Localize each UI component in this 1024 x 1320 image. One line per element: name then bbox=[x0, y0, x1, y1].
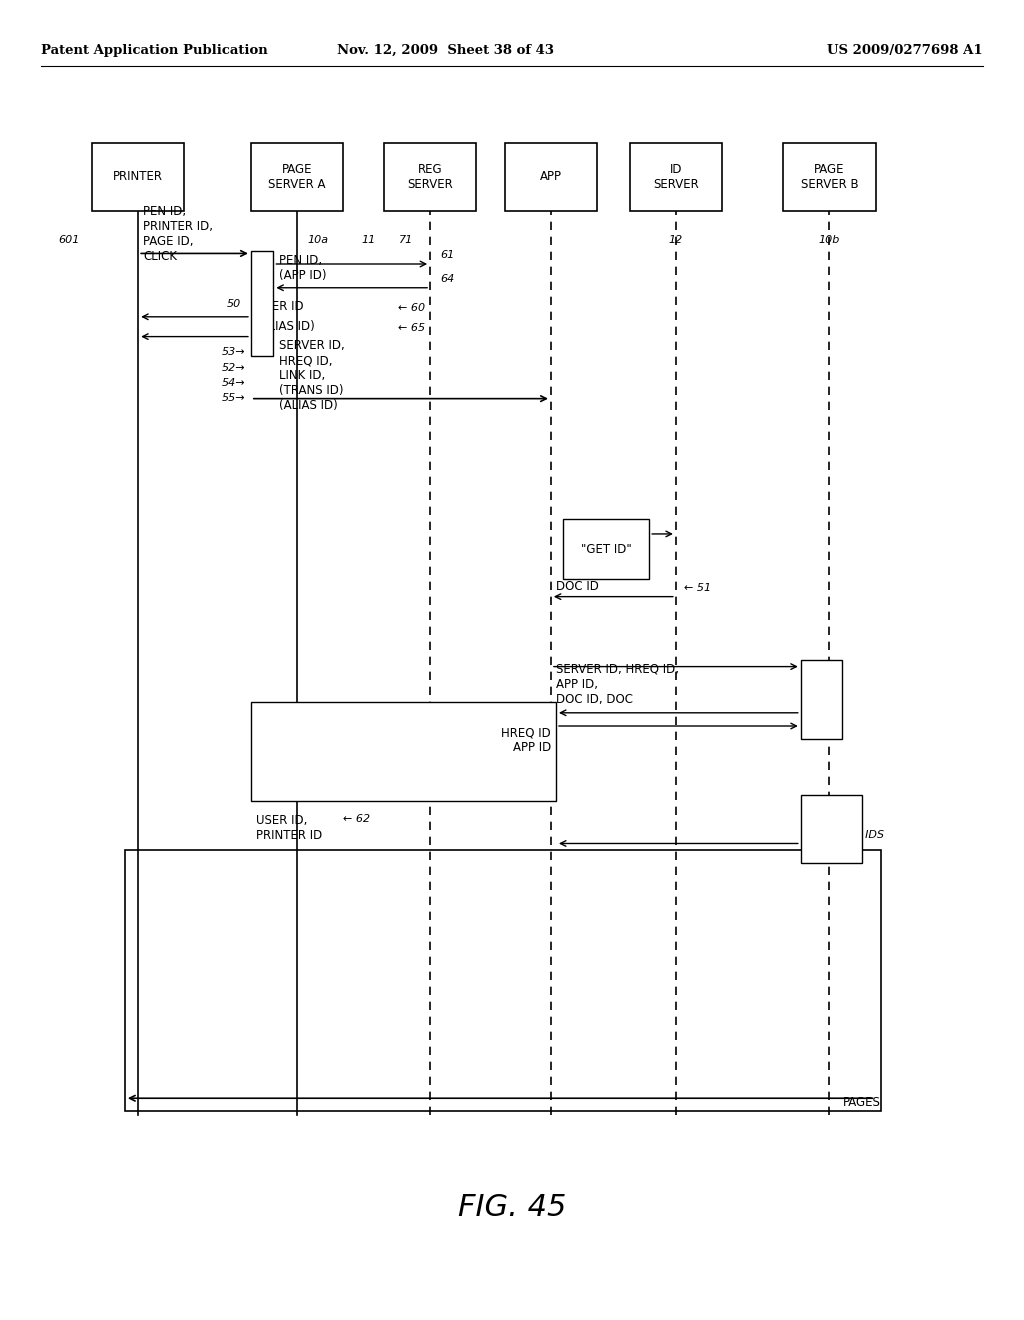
Text: HREQ ID
APP ID: HREQ ID APP ID bbox=[501, 726, 551, 754]
Text: USER ID,
PRINTER ID: USER ID, PRINTER ID bbox=[256, 814, 323, 842]
Text: 71: 71 bbox=[399, 235, 414, 246]
Text: PEN ID,
PRINTER ID,
PAGE ID,
CLICK: PEN ID, PRINTER ID, PAGE ID, CLICK bbox=[143, 205, 213, 263]
Text: 64: 64 bbox=[440, 273, 455, 284]
Bar bbox=[801, 660, 842, 739]
Text: 601: 601 bbox=[58, 235, 80, 246]
Text: US 2009/0277698 A1: US 2009/0277698 A1 bbox=[827, 44, 983, 57]
Text: ← 65: ← 65 bbox=[398, 322, 425, 333]
Text: 10b: 10b bbox=[819, 235, 840, 246]
Bar bbox=[801, 795, 862, 863]
Text: 54→: 54→ bbox=[222, 378, 246, 388]
Text: 10a: 10a bbox=[307, 235, 329, 246]
Text: 11: 11 bbox=[361, 235, 376, 246]
Text: 12: 12 bbox=[669, 235, 683, 246]
Text: 52→: 52→ bbox=[222, 363, 246, 372]
Text: "GET ID": "GET ID" bbox=[581, 543, 632, 556]
Bar bbox=[505, 143, 597, 211]
Text: PRINTER: PRINTER bbox=[114, 170, 163, 183]
Text: PAGES: PAGES bbox=[843, 1096, 881, 1109]
Text: ← 62: ← 62 bbox=[343, 814, 370, 825]
Text: Nov. 12, 2009  Sheet 38 of 43: Nov. 12, 2009 Sheet 38 of 43 bbox=[337, 44, 554, 57]
Text: SERVER ID,
HREQ ID,
LINK ID,
(TRANS ID)
(ALIAS ID): SERVER ID, HREQ ID, LINK ID, (TRANS ID) … bbox=[279, 339, 344, 412]
Text: 61: 61 bbox=[440, 249, 455, 260]
Text: FIG. 45: FIG. 45 bbox=[458, 1193, 566, 1222]
Text: SERVER ID, HREQ ID,
APP ID,
DOC ID, DOC: SERVER ID, HREQ ID, APP ID, DOC ID, DOC bbox=[556, 663, 679, 706]
Text: REG
SERVER: REG SERVER bbox=[408, 162, 453, 191]
Bar bbox=[384, 143, 476, 211]
Text: PAGE
SERVER A: PAGE SERVER A bbox=[268, 162, 326, 191]
Text: 50→ PAGE IDS: 50→ PAGE IDS bbox=[805, 829, 884, 840]
Bar bbox=[630, 143, 722, 211]
Text: PEN ID,
(APP ID): PEN ID, (APP ID) bbox=[279, 255, 326, 282]
Bar bbox=[251, 702, 556, 801]
Text: ID
SERVER: ID SERVER bbox=[653, 162, 698, 191]
Bar bbox=[783, 143, 876, 211]
Text: Patent Application Publication: Patent Application Publication bbox=[41, 44, 267, 57]
Text: 50: 50 bbox=[226, 298, 241, 309]
Text: PAGE
SERVER B: PAGE SERVER B bbox=[801, 162, 858, 191]
Text: ← 60: ← 60 bbox=[398, 302, 425, 313]
Bar bbox=[563, 519, 649, 579]
Text: APP: APP bbox=[540, 170, 562, 183]
Text: USER ID: USER ID bbox=[256, 300, 304, 313]
Bar bbox=[251, 251, 273, 356]
Text: (ALIAS ID): (ALIAS ID) bbox=[256, 319, 314, 333]
Text: 55→: 55→ bbox=[222, 393, 246, 403]
Bar bbox=[92, 143, 184, 211]
Text: 53→: 53→ bbox=[222, 347, 246, 358]
Bar bbox=[251, 143, 343, 211]
Bar bbox=[125, 850, 881, 1111]
Text: ← 51: ← 51 bbox=[684, 582, 711, 593]
Text: DOC ID: DOC ID bbox=[556, 579, 599, 593]
